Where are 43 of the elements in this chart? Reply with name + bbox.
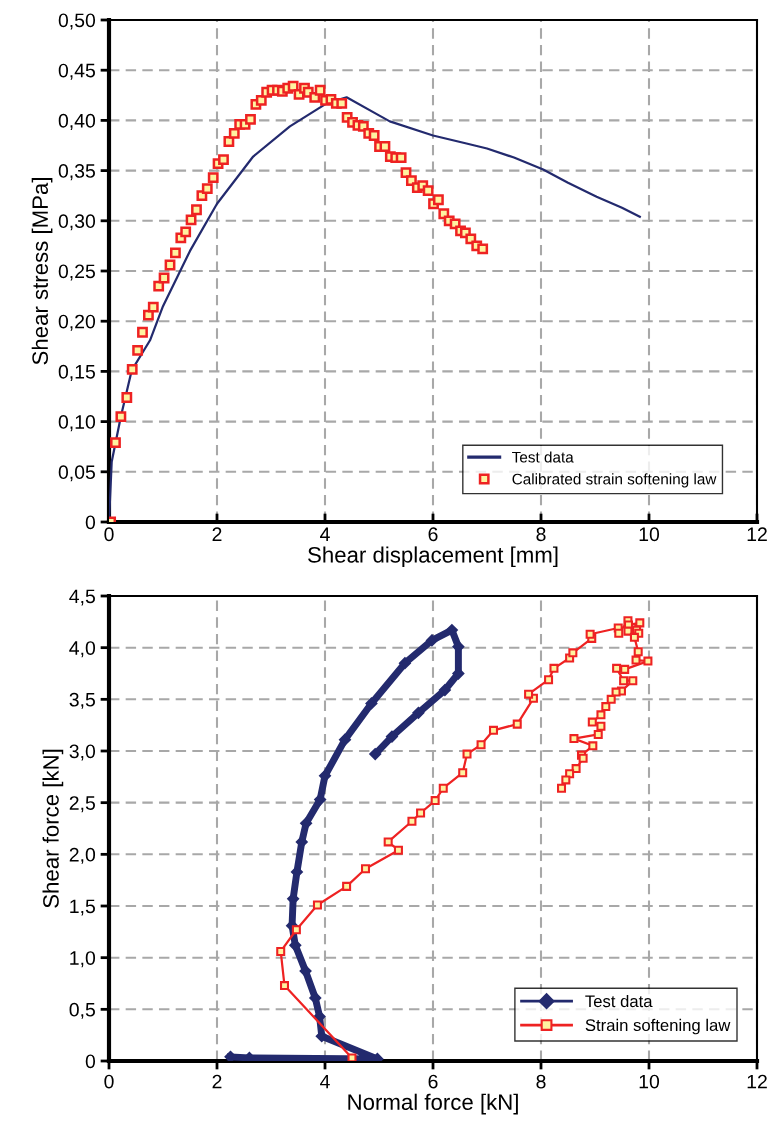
y-tick-label: 0,5 <box>69 1002 95 1019</box>
y-tick-label: 4,5 <box>69 589 95 606</box>
legend-label: Test data <box>585 994 653 1008</box>
x-axis-title: Normal force [kN] <box>348 1093 518 1115</box>
x-tick-label: 10 <box>639 527 660 542</box>
x-tick-label: 2 <box>212 527 222 541</box>
x-tick-label: 4 <box>320 527 330 541</box>
y-tick-label: 0,10 <box>58 415 96 432</box>
y-tick-label: 0,35 <box>58 164 95 181</box>
y-tick-label: 0,25 <box>58 264 95 281</box>
x-tick-label: 8 <box>536 527 546 542</box>
x-tick-label: 0 <box>104 1074 114 1089</box>
y-tick-label: 3,0 <box>69 744 96 761</box>
y-tick-label: 0,20 <box>58 314 96 331</box>
y-tick-label: 0 <box>85 1054 96 1069</box>
y-axis-title: Shear stress [MPa] <box>31 178 53 365</box>
y-tick-label: 0,40 <box>58 113 96 130</box>
y-tick-label: 0,05 <box>58 465 95 482</box>
y-axis-title: Shear force [kN] <box>42 749 64 908</box>
x-axis-title: Shear displacement [mm] <box>308 546 558 568</box>
x-tick-label: 8 <box>536 1074 546 1089</box>
x-tick-label: 0 <box>104 527 114 542</box>
y-tick-label: 4,0 <box>69 641 96 658</box>
y-tick-label: 2,5 <box>69 796 95 813</box>
y-tick-label: 1,5 <box>70 899 95 916</box>
y-tick-label: 0,30 <box>58 214 96 231</box>
x-tick-label: 6 <box>428 527 438 542</box>
y-tick-label: 3,5 <box>69 692 95 709</box>
y-tick-label: 2,0 <box>69 847 96 864</box>
y-tick-label: 0,50 <box>58 13 96 30</box>
y-tick-label: 0,45 <box>58 63 95 80</box>
y-tick-label: 0,15 <box>58 364 95 381</box>
legend-label: Test data <box>512 451 574 463</box>
y-tick-label: 0 <box>85 515 96 530</box>
x-tick-label: 12 <box>747 1074 767 1089</box>
x-tick-label: 4 <box>320 1074 330 1089</box>
y-tick-label: 1,0 <box>70 951 96 968</box>
legend-label: Calibrated strain softening law <box>512 473 717 488</box>
x-tick-label: 2 <box>212 1074 222 1089</box>
x-tick-label: 10 <box>639 1074 660 1089</box>
x-tick-label: 6 <box>428 1074 438 1089</box>
legend-label: Strain softening law <box>585 1018 731 1035</box>
x-tick-label: 12 <box>747 527 767 541</box>
